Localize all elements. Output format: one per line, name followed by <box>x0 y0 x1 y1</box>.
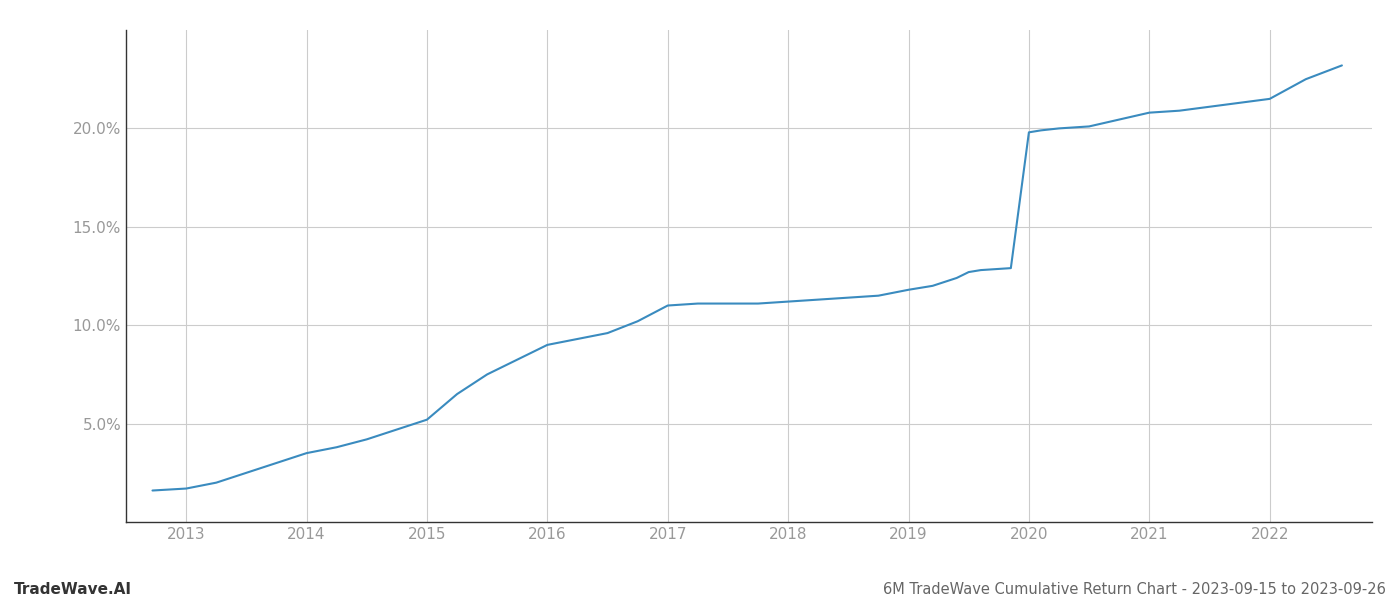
Text: 6M TradeWave Cumulative Return Chart - 2023-09-15 to 2023-09-26: 6M TradeWave Cumulative Return Chart - 2… <box>883 582 1386 597</box>
Text: TradeWave.AI: TradeWave.AI <box>14 582 132 597</box>
